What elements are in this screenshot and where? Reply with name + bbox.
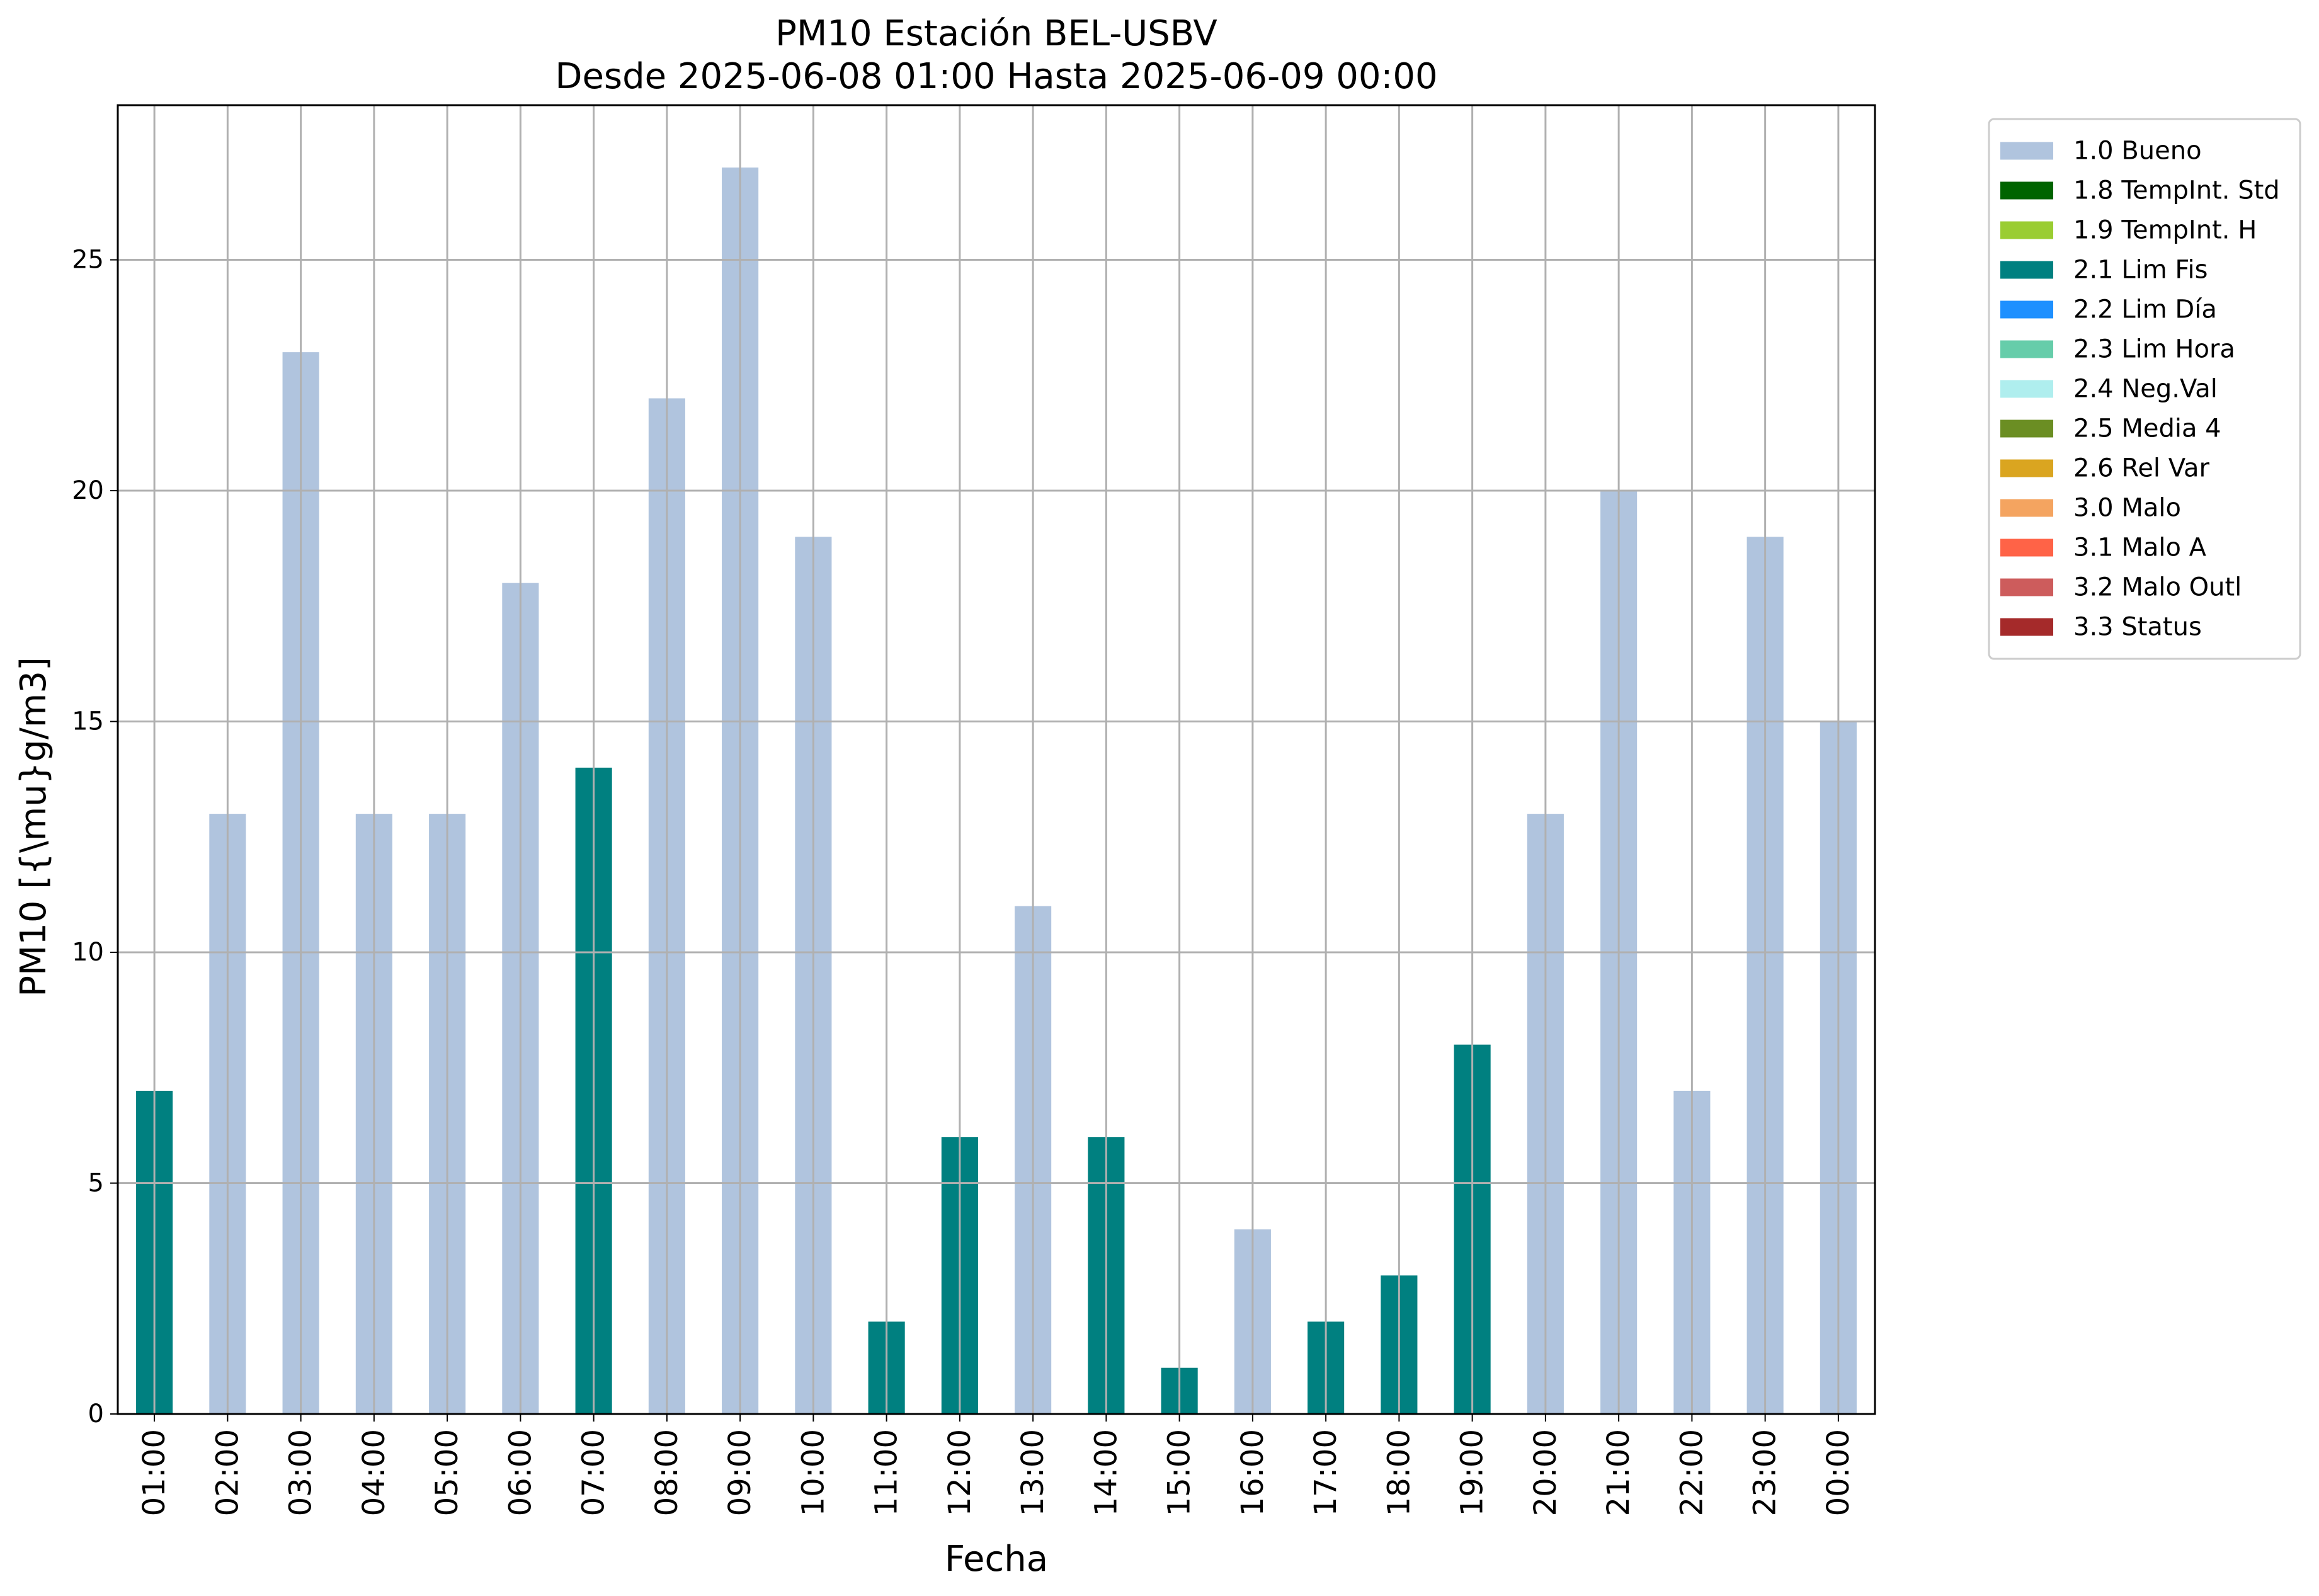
chart-subtitle: Desde 2025-06-08 01:00 Hasta 2025-06-09 … (555, 56, 1437, 97)
x-tick-label: 06:00 (503, 1429, 538, 1516)
y-tick-label: 20 (72, 476, 104, 505)
legend-swatch (2000, 499, 2053, 517)
legend-swatch (2000, 618, 2053, 636)
legend-label: 3.2 Malo Outl (2073, 573, 2242, 602)
x-tick-label: 01:00 (137, 1429, 172, 1516)
legend-label: 2.3 Lim Hora (2073, 335, 2235, 364)
x-tick-label: 15:00 (1162, 1429, 1197, 1516)
y-tick-label: 10 (72, 938, 104, 967)
legend-swatch (2000, 340, 2053, 358)
axes-frame (117, 104, 1876, 1415)
y-tick-label: 5 (88, 1169, 104, 1198)
x-tick-label: 23:00 (1748, 1429, 1783, 1516)
legend-label: 2.2 Lim Día (2073, 295, 2217, 324)
legend-swatch (2000, 261, 2053, 279)
x-tick-label: 03:00 (283, 1429, 319, 1516)
legend: 1.0 Bueno 1.8 TempInt. Std 1.9 TempInt. H 2… (1988, 118, 2301, 660)
x-axis-label: Fecha (945, 1539, 1048, 1580)
legend-swatch (2000, 419, 2053, 438)
y-tick-label: 0 (88, 1399, 104, 1428)
x-tick-label: 18:00 (1381, 1429, 1416, 1516)
x-tick-label: 13:00 (1015, 1429, 1051, 1516)
x-tick-label: 17:00 (1308, 1429, 1343, 1516)
legend-swatch (2000, 181, 2053, 200)
legend-swatch (2000, 539, 2053, 557)
y-tick-label: 25 (72, 246, 104, 275)
x-tick-label: 20:00 (1528, 1429, 1563, 1516)
x-tick-label: 10:00 (795, 1429, 831, 1516)
x-tick-label: 12:00 (942, 1429, 977, 1516)
legend-label: 3.0 Malo (2073, 494, 2181, 523)
x-tick-label: 08:00 (649, 1429, 685, 1516)
legend-label: 3.3 Status (2073, 613, 2202, 642)
x-tick-label: 19:00 (1455, 1429, 1490, 1516)
legend-swatch (2000, 142, 2053, 160)
x-tick-label: 07:00 (576, 1429, 612, 1516)
legend-label: 2.1 Lim Fis (2073, 256, 2208, 285)
x-tick-label: 05:00 (430, 1429, 465, 1516)
legend-label: 1.9 TempInt. H (2073, 216, 2257, 245)
legend-label: 2.5 Media 4 (2073, 414, 2221, 443)
x-tick-label: 00:00 (1821, 1429, 1856, 1516)
legend-label: 1.8 TempInt. Std (2073, 176, 2280, 205)
legend-label: 2.6 Rel Var (2073, 454, 2210, 483)
chart-title: PM10 Estación BEL-USBV (775, 13, 1217, 54)
legend-label: 2.4 Neg.Val (2073, 375, 2218, 404)
legend-box (1988, 118, 2301, 660)
x-tick-label: 02:00 (210, 1429, 245, 1516)
x-tick-label: 14:00 (1088, 1429, 1124, 1516)
x-tick-label: 21:00 (1601, 1429, 1636, 1516)
x-tick-label: 11:00 (869, 1429, 904, 1516)
y-tick-label: 15 (72, 707, 104, 736)
legend-swatch (2000, 459, 2053, 477)
y-axis-label: PM10 [{\mu}g/m3] (13, 657, 54, 997)
legend-label: 3.1 Malo A (2073, 533, 2207, 562)
legend-swatch (2000, 380, 2053, 398)
x-tick-label: 09:00 (722, 1429, 758, 1516)
legend-swatch (2000, 221, 2053, 239)
plot-area: 01:00 02:00 03:00 04:00 05:00 06:00 07:00 08:00… (72, 104, 1876, 1516)
legend-swatch (2000, 300, 2053, 319)
x-tick-label: 04:00 (356, 1429, 392, 1516)
legend-swatch (2000, 578, 2053, 596)
x-tick-label: 16:00 (1235, 1429, 1270, 1516)
legend-label: 1.0 Bueno (2073, 137, 2202, 166)
x-tick-label: 22:00 (1674, 1429, 1709, 1516)
